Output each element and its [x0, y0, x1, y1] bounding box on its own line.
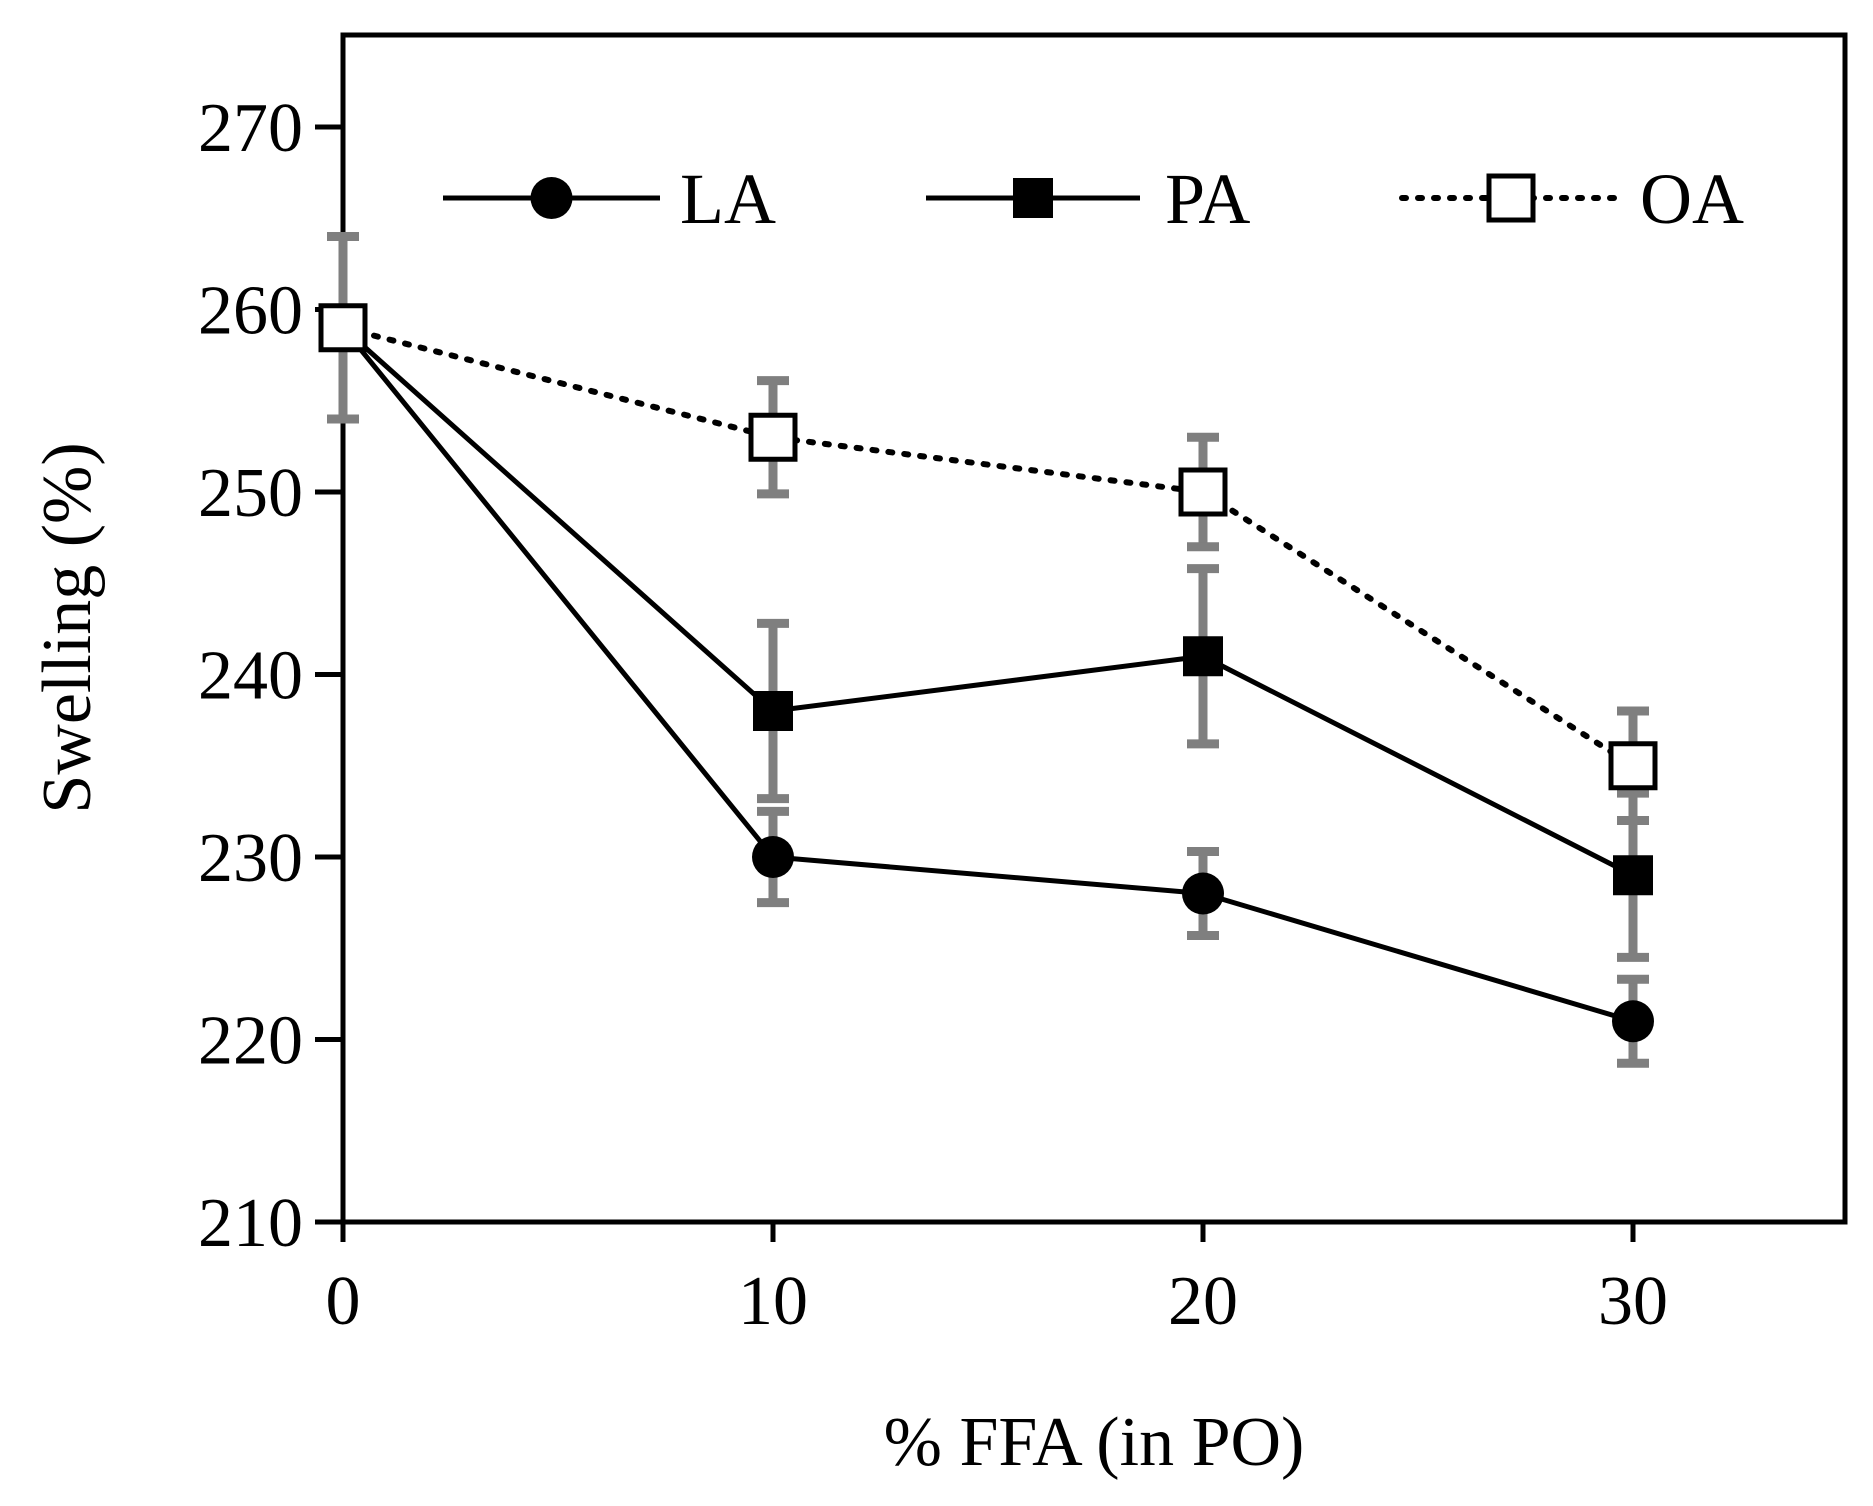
y-tick-label: 260 — [198, 273, 303, 350]
x-axis: 0 10 20 30 — [326, 1222, 1668, 1340]
legend-marker-la — [530, 177, 573, 219]
y-tick-label: 240 — [198, 638, 303, 715]
legend-label-la: LA — [680, 159, 776, 239]
series-line-pa — [341, 325, 1635, 878]
marker-pa — [753, 691, 793, 731]
marker-oa — [748, 412, 798, 462]
x-tick-label: 0 — [326, 1263, 361, 1340]
series-line-la — [341, 326, 1634, 1024]
series-lines — [340, 324, 1636, 1024]
x-tick-label: 20 — [1168, 1263, 1238, 1340]
legend-marker-oa — [1486, 173, 1536, 223]
y-tick-label: 250 — [198, 455, 303, 532]
legend-marker-pa — [1013, 178, 1053, 218]
x-axis-title: % FFA (in PO) — [884, 1404, 1305, 1481]
legend: LA PA OA — [443, 159, 1744, 239]
marker-la — [1182, 872, 1224, 915]
plot-area-frame — [340, 32, 1848, 1225]
y-axis: 210 220 230 240 250 260 270 — [198, 90, 343, 1262]
y-tick-label: 230 — [198, 820, 303, 897]
marker-oa — [1178, 467, 1228, 517]
legend-label-pa: PA — [1165, 159, 1250, 239]
marker-la — [752, 836, 794, 878]
marker-pa — [1183, 636, 1223, 677]
y-tick-label: 270 — [198, 90, 303, 167]
legend-label-oa: OA — [1640, 159, 1744, 239]
marker-la — [1612, 1000, 1654, 1043]
series-line-oa — [340, 324, 1636, 769]
x-tick-label: 30 — [1598, 1263, 1668, 1340]
x-tick-label: 10 — [738, 1263, 808, 1340]
y-axis-title: Swelling (%) — [29, 442, 106, 813]
y-tick-label: 220 — [198, 1003, 303, 1080]
y-tick-label: 210 — [198, 1185, 303, 1262]
series-markers — [318, 303, 1658, 1043]
marker-oa — [318, 303, 368, 353]
marker-pa — [1613, 855, 1653, 896]
marker-oa — [1608, 741, 1658, 791]
